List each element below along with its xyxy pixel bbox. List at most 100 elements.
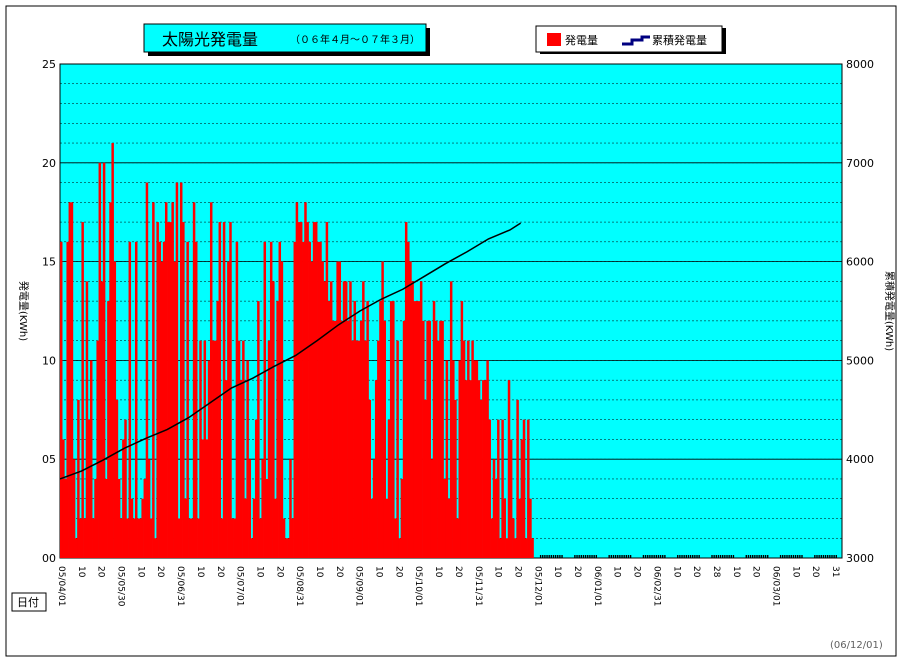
bar (456, 518, 459, 558)
bar (143, 478, 147, 558)
bar (372, 459, 376, 558)
x-tick-label: 20 (691, 566, 701, 578)
bar (218, 222, 222, 558)
bar (111, 143, 114, 559)
date-stamp: (06/12/01) (830, 640, 883, 651)
left-tick-label: 25 (42, 58, 56, 71)
baseline-marker (642, 555, 645, 558)
bar (291, 518, 294, 558)
bar (141, 498, 144, 558)
bar (417, 301, 421, 558)
baseline-marker (644, 555, 647, 558)
x-tick-label: 10 (135, 566, 145, 578)
bar (113, 261, 117, 558)
baseline-marker (623, 555, 625, 558)
x-tick-label: 05/05/30 (116, 566, 126, 607)
bar (284, 538, 288, 558)
bar (392, 301, 395, 558)
bar (381, 261, 384, 558)
x-tick-label: 10 (790, 566, 800, 578)
left-tick-label: 05 (42, 453, 56, 466)
baseline-marker (820, 555, 822, 558)
baseline-marker (539, 555, 542, 558)
x-tick-label: 05/07/01 (235, 566, 245, 606)
bar (402, 320, 406, 558)
bar (276, 301, 279, 558)
x-tick-label: 06/03/01 (771, 566, 781, 606)
bar (171, 202, 174, 558)
bar (265, 478, 269, 558)
legend-box (535, 25, 723, 53)
bar (424, 399, 427, 558)
baseline-marker (617, 555, 619, 558)
bar (64, 478, 67, 558)
bar (173, 261, 177, 558)
bar (430, 459, 434, 558)
bar (460, 301, 464, 558)
baseline-marker (767, 555, 769, 558)
bar (370, 498, 374, 558)
bar (197, 518, 200, 558)
right-tick-label: 6000 (846, 256, 874, 269)
bar (512, 518, 515, 558)
x-tick-label: 10 (671, 566, 681, 578)
bar (503, 498, 506, 558)
bar (362, 281, 365, 558)
bar (364, 340, 367, 558)
right-tick-label: 8000 (846, 58, 874, 71)
baseline-marker (792, 555, 795, 558)
bar (229, 222, 232, 558)
bar (259, 518, 262, 558)
x-tick-label: 10 (493, 566, 503, 578)
right-axis-ticks: 3000 4000 5000 6000 7000 8000 (846, 58, 874, 565)
x-tick-label: 20 (274, 566, 284, 578)
bar (314, 222, 318, 558)
bar (128, 241, 132, 558)
bar (475, 360, 479, 558)
bar (368, 399, 372, 558)
x-tick-label: 10 (552, 566, 562, 578)
bar (471, 340, 474, 558)
cumulative-line-series (59, 222, 522, 480)
baseline-marker (593, 555, 595, 558)
bar (494, 478, 498, 558)
baseline-marker (629, 555, 632, 558)
baseline-marker (683, 555, 685, 558)
bar (452, 360, 455, 558)
baseline-marker (788, 555, 790, 558)
bar (323, 281, 327, 558)
baseline-marker (580, 555, 583, 558)
bar (413, 301, 416, 558)
x-tick-label: 10 (76, 566, 86, 578)
bar (486, 360, 489, 558)
baseline-marker (679, 555, 681, 558)
bar (184, 498, 187, 558)
bar (404, 222, 408, 558)
bar (272, 281, 275, 558)
baseline-marker (587, 555, 589, 558)
bar (462, 340, 466, 558)
baseline-marker (779, 555, 782, 558)
bar (293, 241, 297, 558)
baseline-marker (655, 555, 658, 558)
bar (182, 222, 185, 558)
bar (344, 281, 348, 558)
bar (231, 518, 234, 558)
baseline-marker (711, 555, 713, 558)
x-tick-label: 28 (711, 566, 721, 578)
bar (374, 380, 378, 558)
x-tick-label: 20 (513, 566, 523, 578)
bar (518, 498, 521, 558)
baseline-marker (724, 555, 726, 558)
bar (237, 340, 241, 558)
bar (72, 459, 76, 558)
legend-bar-label: 発電量 (565, 33, 598, 47)
bar (366, 301, 369, 558)
bar (299, 222, 303, 558)
bar (439, 320, 442, 558)
bar (447, 498, 451, 558)
baseline-marker (614, 555, 617, 558)
baseline-marker (589, 555, 591, 558)
